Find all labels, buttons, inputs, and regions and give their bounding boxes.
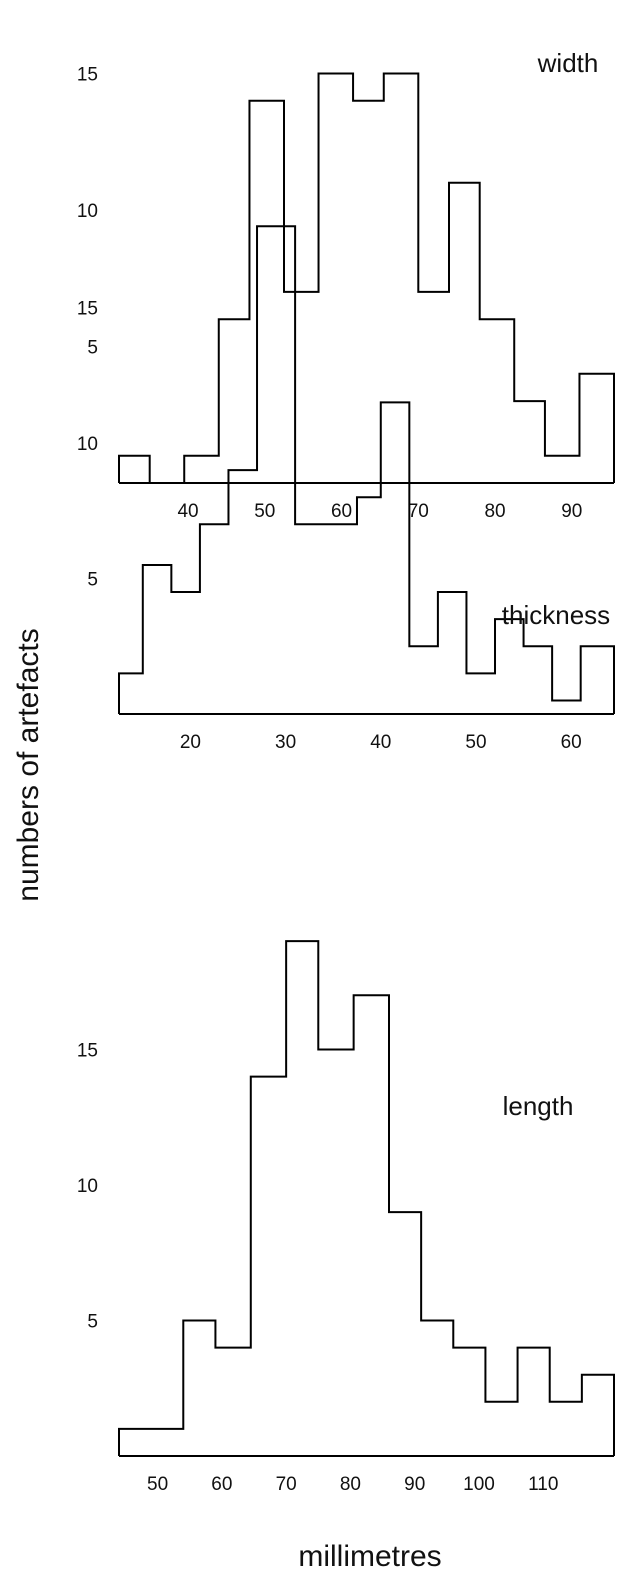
histogram-bar (200, 524, 229, 714)
histogram-bar (353, 101, 384, 483)
histogram-bar (295, 524, 324, 714)
x-tick-label: 50 (147, 1474, 168, 1495)
histogram-bar (324, 524, 357, 714)
histogram-bar (389, 1212, 421, 1456)
histogram-bar (552, 700, 581, 714)
histogram-bar (251, 1077, 286, 1456)
y-tick-label: 10 (77, 201, 98, 222)
y-tick-label: 15 (77, 1041, 98, 1062)
histogram-bar (318, 1050, 353, 1457)
histogram-bar (449, 183, 480, 483)
histogram-bar (495, 619, 524, 714)
histogram-bar (171, 592, 200, 714)
histogram-bar (215, 1348, 250, 1456)
y-tick-label: 10 (77, 434, 98, 455)
histogram-bar (119, 673, 143, 714)
x-tick-label: 60 (331, 501, 352, 522)
histogram-outline (118, 940, 615, 1456)
y-tick-label: 5 (87, 570, 98, 591)
histogram-bar (119, 1429, 151, 1456)
width-histogram-panel: 40 50 60 70 80 90 5 10 15 width (77, 48, 615, 522)
histogram-bar (524, 646, 553, 714)
histogram-bar (485, 1402, 517, 1456)
histogram-bar (582, 1375, 614, 1456)
histogram-bar (518, 1348, 550, 1456)
x-tick-label: 40 (177, 501, 198, 522)
x-tick-label: 30 (275, 732, 296, 753)
histogram-bar (381, 402, 410, 714)
x-tick-label: 90 (561, 501, 582, 522)
x-tick-label: 60 (561, 732, 582, 753)
y-tick-label: 5 (87, 338, 98, 359)
histogram-bar (514, 401, 545, 483)
histogram-bar (545, 456, 580, 483)
histogram-bar (550, 1402, 582, 1456)
x-tick-label: 50 (254, 501, 275, 522)
x-tick-label: 60 (211, 1474, 232, 1495)
y-axis-title: numbers of artefacts (12, 628, 45, 901)
x-tick-label: 70 (276, 1474, 297, 1495)
x-tick-label: 40 (370, 732, 391, 753)
x-axis-title: millimetres (298, 1540, 441, 1573)
histogram-bar (219, 319, 250, 483)
histogram-bar (421, 1321, 453, 1457)
histogram-bar (438, 592, 467, 714)
x-tick-label: 20 (180, 732, 201, 753)
histogram-bar (453, 1348, 485, 1456)
histogram-bar (183, 1321, 215, 1457)
x-tick-label: 80 (340, 1474, 361, 1495)
histogram-bar (284, 292, 319, 483)
histogram-bar (228, 470, 257, 714)
histogram-bar (466, 673, 495, 714)
x-tick-label: 100 (463, 1474, 495, 1495)
histogram-bar (286, 941, 318, 1456)
y-tick-label: 10 (77, 1176, 98, 1197)
histogram-bar (409, 646, 438, 714)
y-tick-label: 15 (77, 65, 98, 86)
panel-title: length (503, 1091, 574, 1121)
y-tick-label: 5 (87, 1312, 98, 1333)
x-tick-label: 110 (528, 1474, 558, 1495)
histogram-bar (418, 292, 449, 483)
histogram-outline (118, 225, 615, 714)
histogram-bar (143, 565, 172, 714)
histogram-bar (119, 456, 150, 483)
x-tick-label: 70 (408, 501, 429, 522)
histogram-bar (480, 319, 515, 483)
panel-title: width (537, 48, 599, 78)
x-tick-label: 90 (404, 1474, 425, 1495)
thickness-histogram-panel: 20 30 40 50 60 5 10 15 thickness (77, 225, 615, 753)
histogram-bar (581, 646, 614, 714)
x-tick-label: 50 (465, 732, 486, 753)
histogram-bar (257, 226, 295, 714)
panel-title: thickness (502, 600, 610, 630)
histogram-bar (354, 995, 389, 1456)
y-tick-label: 15 (77, 299, 98, 320)
histogram-bar (184, 456, 219, 483)
histogram-bar (151, 1429, 183, 1456)
histogram-bar (357, 497, 381, 714)
x-tick-label: 80 (484, 501, 505, 522)
histogram-bar (319, 74, 354, 484)
histogram-outline (118, 72, 615, 484)
histogram-bar (384, 74, 419, 484)
histogram-bar (249, 101, 284, 483)
length-histogram-panel: 50 60 70 80 90 100 110 5 10 15 length (77, 940, 615, 1495)
histogram-bar (579, 374, 614, 483)
